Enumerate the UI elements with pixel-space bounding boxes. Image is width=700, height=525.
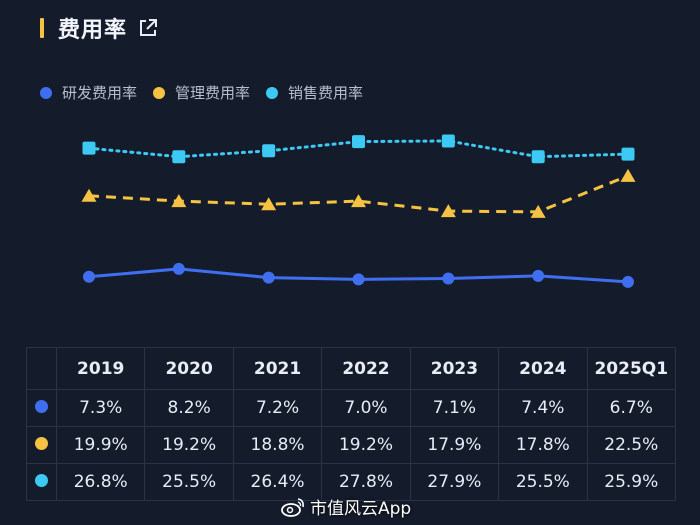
data-point-1-5[interactable] (530, 204, 546, 218)
data-point-1-1[interactable] (171, 194, 187, 208)
data-point-2-3[interactable] (352, 135, 365, 149)
data-point-0-6[interactable] (622, 275, 634, 288)
table-cell: 27.9% (409, 463, 500, 501)
legend-label-sales: 销售费用率 (288, 84, 364, 102)
table-cell: 19.9% (55, 426, 146, 464)
data-point-2-4[interactable] (441, 134, 455, 148)
table-corner-cell (26, 347, 57, 390)
table-cell: 7.3% (55, 389, 146, 427)
table-cell: 26.8% (55, 463, 146, 501)
table-header-cell: 2020 (144, 347, 234, 390)
legend-label-rd: 研发费用率 (62, 84, 138, 102)
data-point-1-3[interactable] (351, 194, 366, 208)
table-cell: 18.8% (232, 426, 323, 464)
data-point-0-4[interactable] (442, 272, 455, 285)
chart-title: 费用率 (58, 18, 128, 43)
table-row-admin: 19.9% 19.2% 18.8% 19.2% 17.9% 17.8% 22.5… (26, 426, 677, 464)
table-header-cell: 2022 (321, 347, 411, 390)
table-header-cell: 2024 (498, 347, 588, 390)
table-cell: 19.2% (144, 426, 234, 464)
chart-header: 费用率 (40, 12, 159, 44)
table-header-cell: 2019 (55, 347, 146, 390)
table-cell: 7.1% (409, 389, 500, 427)
watermark: 市值风云App (280, 494, 411, 519)
data-point-2-0[interactable] (82, 141, 96, 155)
chart-legend: 研发费用率 管理费用率 销售费用率 (40, 82, 379, 103)
table-cell: 25.5% (144, 463, 234, 501)
data-point-0-2[interactable] (262, 271, 275, 284)
table-cell: 25.9% (586, 463, 677, 501)
legend-item-sales[interactable]: 销售费用率 (266, 82, 363, 103)
legend-label-admin: 管理费用率 (175, 84, 251, 102)
table-header-cell: 2021 (232, 347, 323, 390)
table-cell: 6.7% (586, 389, 677, 427)
data-point-0-1[interactable] (172, 262, 185, 275)
legend-dot-rd (40, 86, 52, 99)
data-point-2-1[interactable] (172, 150, 186, 164)
table-row-sales: 26.8% 25.5% 26.4% 27.8% 27.9% 25.5% 25.9… (26, 463, 677, 501)
row-dot-admin (35, 437, 48, 450)
data-point-2-5[interactable] (531, 150, 545, 164)
table-cell: 22.5% (586, 426, 677, 464)
row-marker-cell (26, 463, 57, 501)
data-table: 2019 2020 2021 2022 2023 2024 2025Q1 7.3… (26, 347, 677, 501)
row-marker-cell (26, 389, 57, 427)
row-dot-rd (35, 400, 48, 413)
data-point-1-0[interactable] (81, 188, 97, 202)
table-cell: 19.2% (321, 426, 411, 464)
line-chart (81, 134, 636, 288)
external-link-icon[interactable] (137, 17, 159, 39)
row-dot-sales (35, 474, 48, 487)
table-cell: 7.2% (232, 389, 323, 427)
watermark-text: 市值风云App (310, 499, 412, 519)
data-point-2-2[interactable] (262, 144, 276, 158)
accent-bar (40, 18, 44, 38)
table-cell: 7.4% (498, 389, 588, 427)
data-point-2-6[interactable] (621, 147, 635, 161)
table-cell: 7.0% (321, 389, 411, 427)
data-point-0-0[interactable] (83, 270, 95, 283)
weibo-logo-icon (281, 497, 304, 517)
table-cell: 8.2% (144, 389, 234, 427)
table-row-rd: 7.3% 8.2% 7.2% 7.0% 7.1% 7.4% 6.7% (26, 389, 677, 427)
table-header-cell: 2023 (409, 347, 500, 390)
table-header-row: 2019 2020 2021 2022 2023 2024 2025Q1 (26, 347, 677, 390)
table-cell: 17.9% (409, 426, 500, 464)
data-point-1-2[interactable] (261, 197, 277, 211)
row-marker-cell (26, 426, 57, 464)
table-cell: 25.5% (498, 463, 588, 501)
data-table-container: 2019 2020 2021 2022 2023 2024 2025Q1 7.3… (26, 347, 677, 512)
legend-dot-admin (153, 86, 166, 99)
table-cell: 17.8% (498, 426, 588, 464)
table-cell: 27.8% (321, 463, 411, 501)
table-header-cell: 2025Q1 (586, 347, 677, 390)
table-cell: 26.4% (232, 463, 323, 501)
legend-item-admin[interactable]: 管理费用率 (153, 82, 250, 103)
data-point-0-5[interactable] (532, 269, 545, 282)
legend-item-rd[interactable]: 研发费用率 (40, 82, 137, 103)
data-point-0-3[interactable] (352, 273, 365, 286)
data-point-1-6[interactable] (620, 168, 636, 182)
data-point-1-4[interactable] (440, 204, 456, 218)
legend-dot-sales (266, 86, 279, 99)
